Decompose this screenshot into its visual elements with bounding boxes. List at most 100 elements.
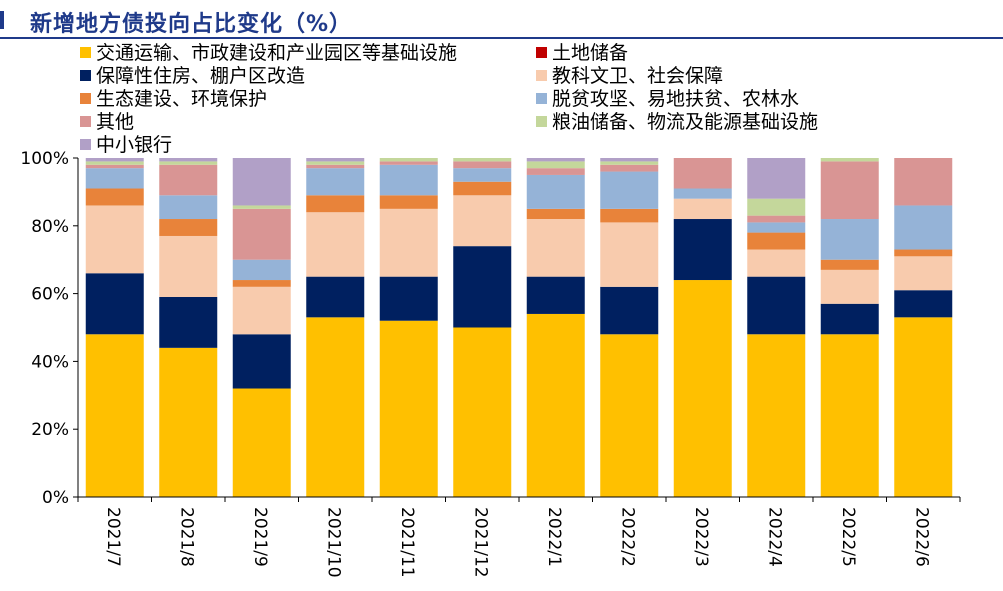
legend-label: 土地储备 [552,42,628,64]
x-tick-label: 2021/11 [397,507,417,578]
bar-segment [820,269,879,304]
legend-label: 交通运输、市政建设和产业园区等基础设施 [96,42,457,64]
bar-segment [820,303,879,335]
bar-segment [85,164,144,169]
bar-segment [306,164,365,169]
bar-segment [85,168,144,189]
legend-label: 其他 [96,111,134,133]
x-tick-label: 2022/4 [764,507,784,567]
bar-segment [747,198,806,216]
x-tick-label: 2022/3 [691,507,711,567]
legend-swatch [536,70,547,81]
legend-label: 脱贫攻坚、易地扶贫、农林水 [552,88,799,110]
bar-segment [526,168,585,175]
x-tick-label: 2021/10 [323,507,343,578]
legend-swatch [80,70,91,81]
bar-segment [453,195,512,247]
x-tick-label: 2022/1 [544,507,564,567]
bar-segment [379,208,438,277]
bar-segment [600,286,659,335]
bar-segment [453,158,512,162]
bar-segment [526,158,585,162]
title-marker [0,11,4,29]
bar-segment [600,171,659,209]
bar-segment [453,327,512,497]
bar-segment [747,222,806,233]
y-tick-label: 100% [20,149,69,169]
bar-segment [85,188,144,206]
bar-segment [306,195,365,213]
bar-segment [85,205,144,274]
legend-label: 保障性住房、棚户区改造 [96,65,305,87]
bar-segment [232,259,291,281]
bar-segment [232,208,291,260]
chart-title: 新增地方债投向占比变化（%） [30,12,353,37]
legend-label: 粮油储备、物流及能源基础设施 [552,111,818,133]
bar-segment [379,158,438,162]
bar-segment [820,158,879,162]
bar-segment [820,161,879,220]
bar-segment [306,168,365,196]
x-tick-label: 2022/2 [617,507,637,567]
bars [85,158,953,497]
bar-segment [379,164,438,196]
bar-segment [526,161,585,169]
bar-segment [159,195,218,220]
title-rule [0,37,1003,39]
bar-segment [600,208,659,223]
x-tick-label: 2021/8 [176,507,196,567]
bar-segment [747,276,806,335]
legend-swatch [80,93,91,104]
legend-label: 生态建设、环境保护 [96,88,267,110]
bar-segment [159,158,218,162]
legend-swatch [80,116,91,127]
bar-segment [159,161,218,165]
bar-segment [673,198,732,220]
bar-segment [673,219,732,281]
y-tick-label: 0% [42,488,69,508]
bar-segment [453,246,512,328]
bar-segment [159,347,218,497]
bar-segment [379,276,438,321]
bar-segment [600,222,659,287]
x-axis: 2021/7 2021/8 2021/9 2021/10 2021/11 2021/12 2… [77,496,961,578]
bar-segment [232,205,291,209]
y-axis: 0% 20% 40% 60% 80% 100% [20,149,79,508]
bar-segment [306,317,365,497]
bar-segment [379,161,438,165]
bar-segment [600,158,659,162]
legend-swatch [536,116,547,127]
bar-segment [526,219,585,277]
y-tick-label: 20% [31,420,69,440]
bar-segment [894,317,953,497]
bar-segment [747,232,806,250]
bar-segment [600,161,659,165]
bar-segment [526,313,585,497]
bar-segment [526,208,585,220]
bar-segment [894,290,953,318]
x-tick-label: 2021/9 [250,507,270,567]
bar-segment [600,334,659,497]
bar-segment [159,164,218,196]
bar-segment [232,280,291,287]
bar-segment [232,286,291,335]
title-bar: 新增地方债投向占比变化（%） [0,0,1003,40]
legend-swatch [536,93,547,104]
x-tick-label: 2022/6 [911,507,931,567]
bar-segment [306,212,365,277]
bar-segment [747,158,806,199]
x-tick-label: 2022/5 [838,507,858,567]
legend-label: 教科文卫、社会保障 [552,65,723,87]
bar-segment [306,276,365,318]
bar-segment [600,164,659,172]
y-tick-label: 40% [31,352,69,372]
bar-segment [747,334,806,497]
bar-segment [894,249,953,257]
bar-segment [159,219,218,236]
bar-segment [306,161,365,165]
x-tick-label: 2021/12 [470,507,490,578]
bar-segment [159,235,218,297]
bar-segment [894,205,953,250]
bar-segment [894,256,953,291]
